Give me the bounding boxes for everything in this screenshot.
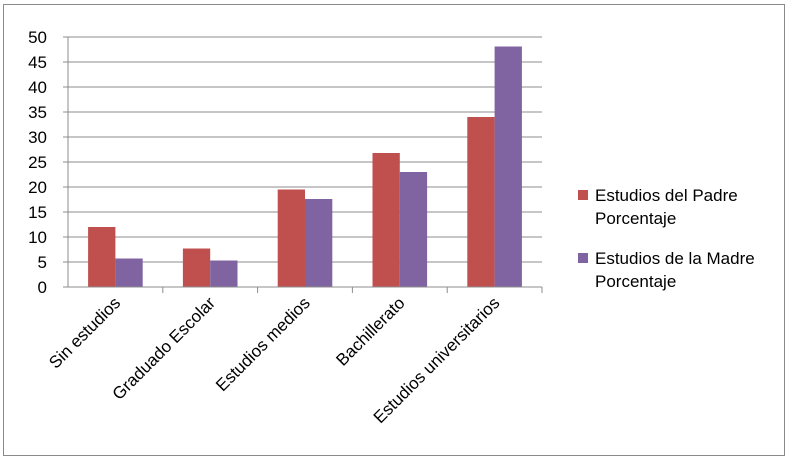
axes xyxy=(63,36,543,293)
gridlines xyxy=(68,36,542,263)
y-tick-label: 50 xyxy=(28,28,47,47)
bar xyxy=(399,172,428,287)
legend-swatch xyxy=(578,190,588,200)
bar xyxy=(305,199,333,287)
y-tick-label: 45 xyxy=(28,53,47,72)
y-tick-label: 5 xyxy=(38,253,47,272)
x-category-label: Bachillerato xyxy=(332,293,408,369)
legend-label: Estudios del Padre xyxy=(595,186,738,205)
legend-label: Estudios de la Madre xyxy=(595,249,755,268)
legend-label: Porcentaje xyxy=(595,272,676,291)
y-tick-label: 25 xyxy=(28,153,47,172)
y-tick-label: 20 xyxy=(28,178,47,197)
y-tick-label: 15 xyxy=(28,203,47,222)
bar xyxy=(182,248,211,287)
y-tick-label: 10 xyxy=(28,228,47,247)
legend: Estudios del Padre Porcentaje Estudios de … xyxy=(578,186,755,291)
x-category-label: Estudios medios xyxy=(212,293,314,395)
bar xyxy=(88,227,116,287)
x-category-label: Sin estudios xyxy=(45,293,124,372)
bar xyxy=(115,258,143,287)
bars xyxy=(88,46,522,287)
legend-label: Porcentaje xyxy=(595,209,676,228)
bar xyxy=(210,260,238,287)
legend-swatch xyxy=(578,253,588,263)
y-tick-label: 30 xyxy=(28,128,47,147)
x-category-label: Graduado Escolar xyxy=(109,293,220,404)
y-tick-label: 35 xyxy=(28,103,47,122)
bar xyxy=(494,46,522,287)
bar xyxy=(277,189,305,287)
bar xyxy=(467,117,495,287)
bar xyxy=(372,153,400,287)
y-tick-labels: 0 5 10 15 20 25 30 35 40 45 50 xyxy=(28,28,47,297)
y-tick-label: 40 xyxy=(28,78,47,97)
y-tick-label: 0 xyxy=(38,278,47,297)
